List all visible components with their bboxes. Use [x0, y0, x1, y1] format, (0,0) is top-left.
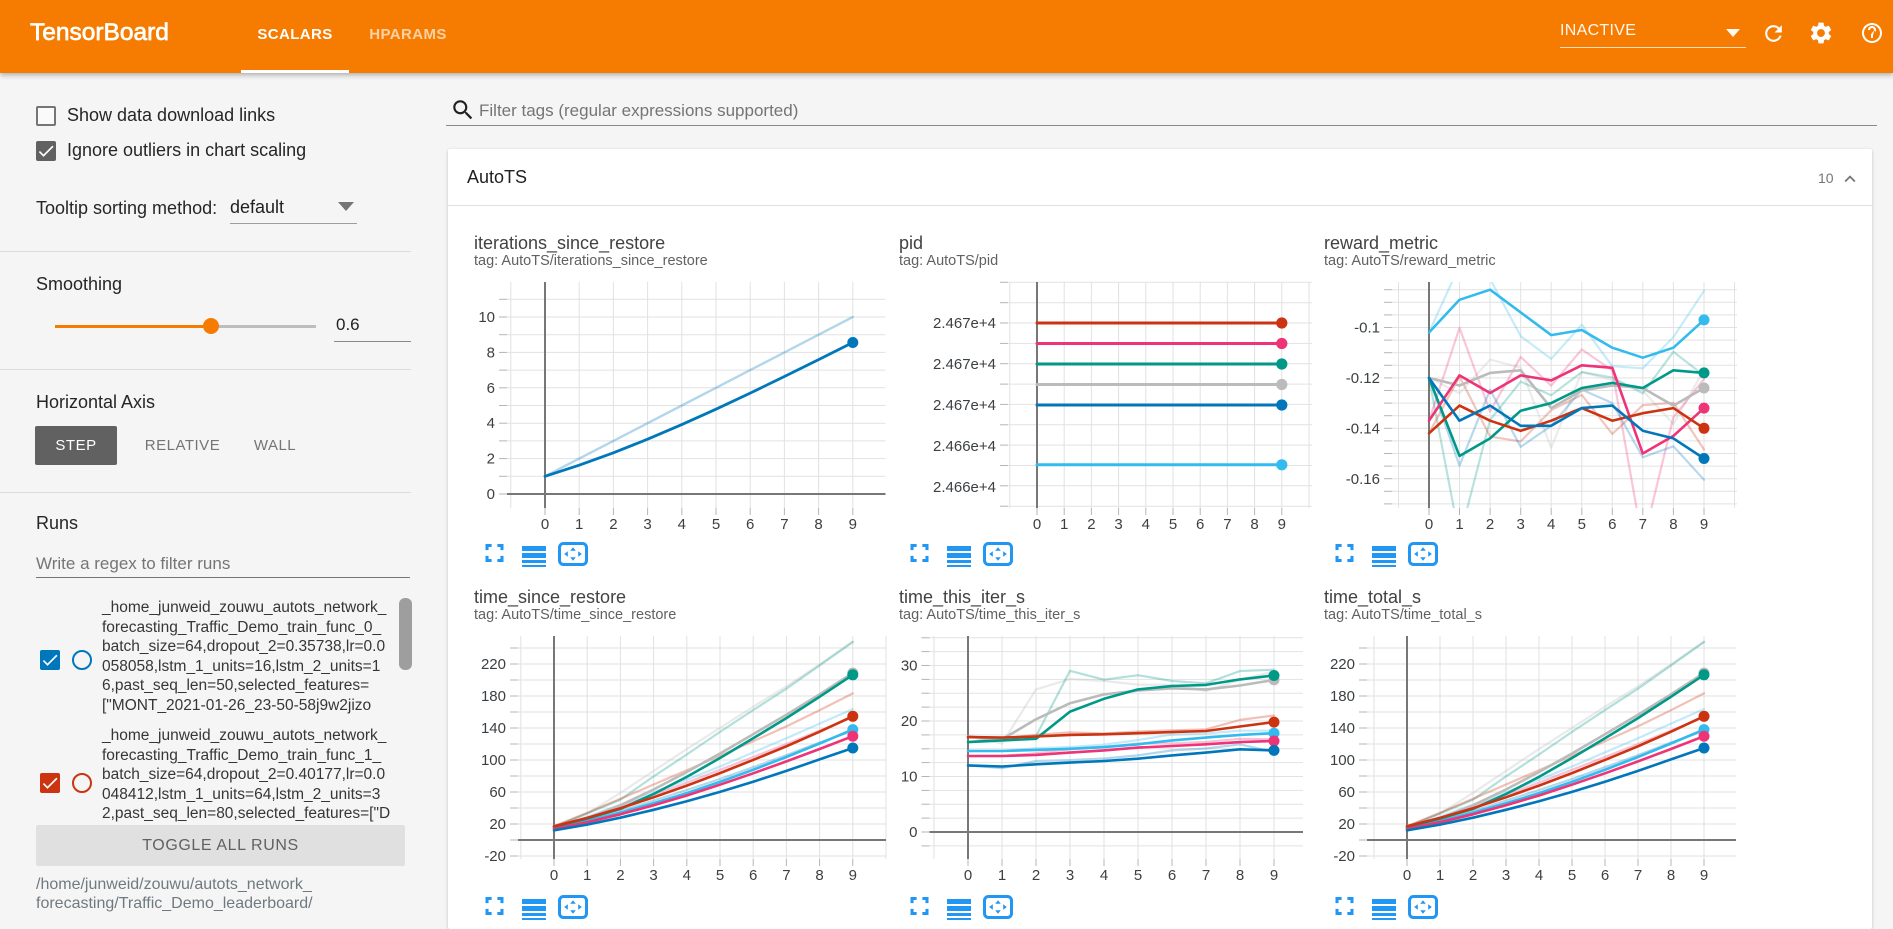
svg-text:220: 220: [481, 656, 506, 673]
svg-text:1: 1: [1455, 516, 1463, 533]
svg-text:180: 180: [481, 688, 506, 705]
svg-text:1: 1: [998, 867, 1006, 884]
svg-text:60: 60: [489, 784, 506, 801]
svg-text:2.467e+4: 2.467e+4: [933, 356, 996, 373]
svg-text:20: 20: [901, 713, 918, 730]
svg-text:100: 100: [1330, 752, 1355, 769]
svg-text:1: 1: [1436, 867, 1444, 884]
svg-text:2: 2: [1486, 516, 1494, 533]
svg-text:0: 0: [1403, 867, 1411, 884]
svg-text:10: 10: [478, 309, 495, 326]
svg-text:7: 7: [782, 867, 790, 884]
svg-text:60: 60: [1338, 784, 1355, 801]
svg-text:4: 4: [1535, 867, 1543, 884]
svg-text:3: 3: [1517, 516, 1525, 533]
svg-text:1: 1: [575, 516, 583, 533]
svg-text:2.466e+4: 2.466e+4: [933, 438, 996, 455]
svg-text:2.467e+4: 2.467e+4: [933, 315, 996, 332]
svg-text:6: 6: [1196, 516, 1204, 533]
svg-text:0: 0: [541, 516, 549, 533]
svg-text:2: 2: [1087, 516, 1095, 533]
svg-text:2: 2: [616, 867, 624, 884]
svg-text:-0.14: -0.14: [1346, 420, 1380, 437]
svg-text:2.466e+4: 2.466e+4: [933, 479, 996, 496]
svg-text:4: 4: [1547, 516, 1555, 533]
svg-text:4: 4: [487, 415, 495, 432]
svg-text:9: 9: [1700, 867, 1708, 884]
svg-text:5: 5: [1578, 516, 1586, 533]
svg-text:7: 7: [1639, 516, 1647, 533]
svg-text:3: 3: [643, 516, 651, 533]
svg-text:6: 6: [1168, 867, 1176, 884]
svg-text:30: 30: [901, 658, 918, 675]
svg-text:1: 1: [1060, 516, 1068, 533]
svg-text:6: 6: [1608, 516, 1616, 533]
svg-text:-0.12: -0.12: [1346, 370, 1380, 387]
svg-text:0: 0: [1033, 516, 1041, 533]
svg-text:4: 4: [1100, 867, 1108, 884]
svg-text:5: 5: [1134, 867, 1142, 884]
svg-text:9: 9: [849, 516, 857, 533]
svg-text:4: 4: [1142, 516, 1150, 533]
svg-text:0: 0: [909, 824, 917, 841]
svg-text:6: 6: [749, 867, 757, 884]
svg-text:2: 2: [1032, 867, 1040, 884]
svg-text:0: 0: [1425, 516, 1433, 533]
svg-text:9: 9: [1700, 516, 1708, 533]
svg-text:7: 7: [1634, 867, 1642, 884]
svg-text:0: 0: [487, 486, 495, 503]
svg-text:1: 1: [583, 867, 591, 884]
svg-text:2: 2: [609, 516, 617, 533]
svg-text:9: 9: [1278, 516, 1286, 533]
svg-text:5: 5: [716, 867, 724, 884]
svg-text:140: 140: [1330, 720, 1355, 737]
svg-text:8: 8: [1236, 867, 1244, 884]
svg-text:3: 3: [1114, 516, 1122, 533]
svg-text:180: 180: [1330, 688, 1355, 705]
svg-text:9: 9: [849, 867, 857, 884]
svg-text:7: 7: [1202, 867, 1210, 884]
svg-text:2.467e+4: 2.467e+4: [933, 397, 996, 414]
svg-text:4: 4: [683, 867, 691, 884]
svg-text:5: 5: [1169, 516, 1177, 533]
svg-text:5: 5: [1568, 867, 1576, 884]
svg-text:220: 220: [1330, 656, 1355, 673]
svg-text:-0.16: -0.16: [1346, 471, 1380, 488]
svg-text:8: 8: [1667, 867, 1675, 884]
svg-text:8: 8: [1669, 516, 1677, 533]
svg-text:3: 3: [1066, 867, 1074, 884]
svg-text:4: 4: [678, 516, 686, 533]
svg-text:6: 6: [746, 516, 754, 533]
svg-text:0: 0: [964, 867, 972, 884]
svg-text:3: 3: [649, 867, 657, 884]
svg-text:2: 2: [1469, 867, 1477, 884]
svg-text:6: 6: [487, 380, 495, 397]
svg-text:0: 0: [550, 867, 558, 884]
svg-text:20: 20: [1338, 816, 1355, 833]
svg-text:-20: -20: [484, 848, 506, 865]
svg-text:-0.1: -0.1: [1354, 320, 1380, 337]
svg-text:7: 7: [1223, 516, 1231, 533]
svg-text:8: 8: [1250, 516, 1258, 533]
svg-text:2: 2: [487, 451, 495, 468]
svg-text:20: 20: [489, 816, 506, 833]
svg-text:7: 7: [780, 516, 788, 533]
svg-text:8: 8: [815, 867, 823, 884]
svg-text:8: 8: [814, 516, 822, 533]
svg-text:100: 100: [481, 752, 506, 769]
svg-text:9: 9: [1270, 867, 1278, 884]
svg-text:5: 5: [712, 516, 720, 533]
svg-text:140: 140: [481, 720, 506, 737]
svg-text:-20: -20: [1333, 848, 1355, 865]
svg-text:10: 10: [901, 769, 918, 786]
svg-text:6: 6: [1601, 867, 1609, 884]
svg-text:3: 3: [1502, 867, 1510, 884]
svg-text:8: 8: [487, 344, 495, 361]
